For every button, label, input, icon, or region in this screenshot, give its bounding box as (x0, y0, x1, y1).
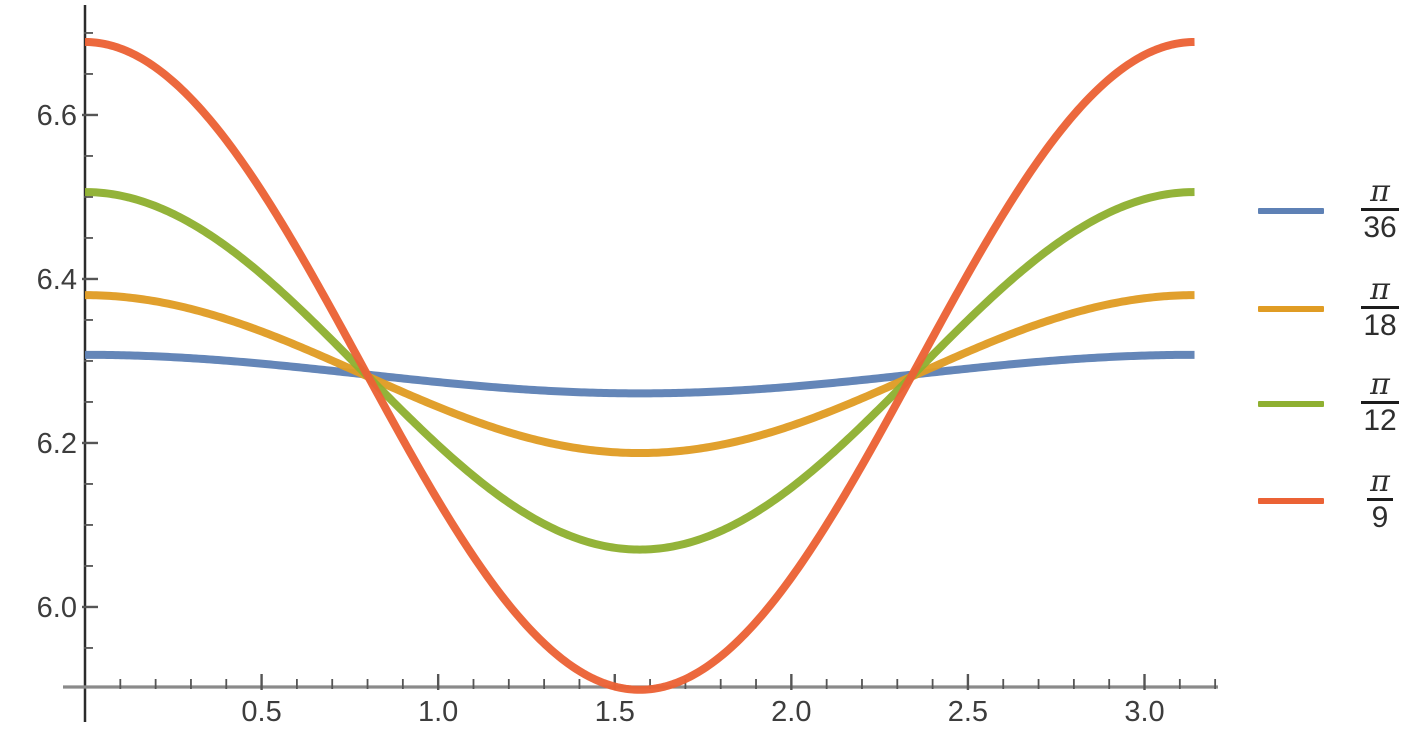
legend-label-denominator: 18 (1363, 309, 1397, 342)
y-tick-label: 6.2 (37, 428, 77, 460)
legend-label-fraction: π 18 (1348, 275, 1412, 342)
legend-label-numerator: π (1370, 174, 1390, 209)
legend-label-numerator: π (1370, 272, 1390, 307)
x-tick-label: 2.5 (948, 696, 988, 728)
legend-swatch-line (1258, 207, 1324, 214)
legend-item-pi-12: π 12 (1258, 370, 1412, 437)
legend-label-fraction: π 12 (1348, 370, 1412, 437)
curve-pi-18 (83, 291, 1196, 458)
y-tick-label: 6.6 (37, 100, 77, 132)
axes: 0.5 1.0 1.5 2.0 2.5 3.0 6.0 6.2 6.4 6.6 (37, 5, 1218, 728)
curve-pi-9 (83, 37, 1196, 694)
legend: π 36 π 18 π 12 (1258, 0, 1417, 748)
legend-label-denominator: 9 (1371, 501, 1389, 534)
legend-label-denominator: 36 (1363, 211, 1397, 244)
fraction-bar (1367, 498, 1393, 501)
legend-label-fraction: π 9 (1348, 467, 1412, 534)
fraction-bar (1361, 208, 1399, 211)
fraction-bar (1361, 401, 1399, 404)
legend-item-pi-18: π 18 (1258, 275, 1412, 342)
x-tick-label: 1.0 (418, 696, 458, 728)
legend-label-denominator: 12 (1363, 404, 1397, 437)
legend-swatch-line (1258, 497, 1324, 504)
legend-label-numerator: π (1370, 464, 1390, 499)
x-tick-label: 1.5 (595, 696, 635, 728)
x-tick-label: 0.5 (241, 696, 281, 728)
legend-swatch-line (1258, 400, 1324, 407)
curve-pi-36 (83, 350, 1196, 398)
curves (83, 37, 1196, 694)
legend-label-numerator: π (1370, 367, 1390, 402)
y-tick-label: 6.0 (37, 592, 77, 624)
y-tick-label: 6.4 (37, 264, 77, 296)
legend-swatch-line (1258, 305, 1324, 312)
curve-pi-12 (83, 188, 1196, 554)
fraction-bar (1361, 306, 1399, 309)
legend-item-pi-9: π 9 (1258, 467, 1412, 534)
x-tick-label: 2.0 (771, 696, 811, 728)
legend-label-fraction: π 36 (1348, 177, 1412, 244)
x-tick-label: 3.0 (1124, 696, 1164, 728)
legend-item-pi-36: π 36 (1258, 177, 1412, 244)
